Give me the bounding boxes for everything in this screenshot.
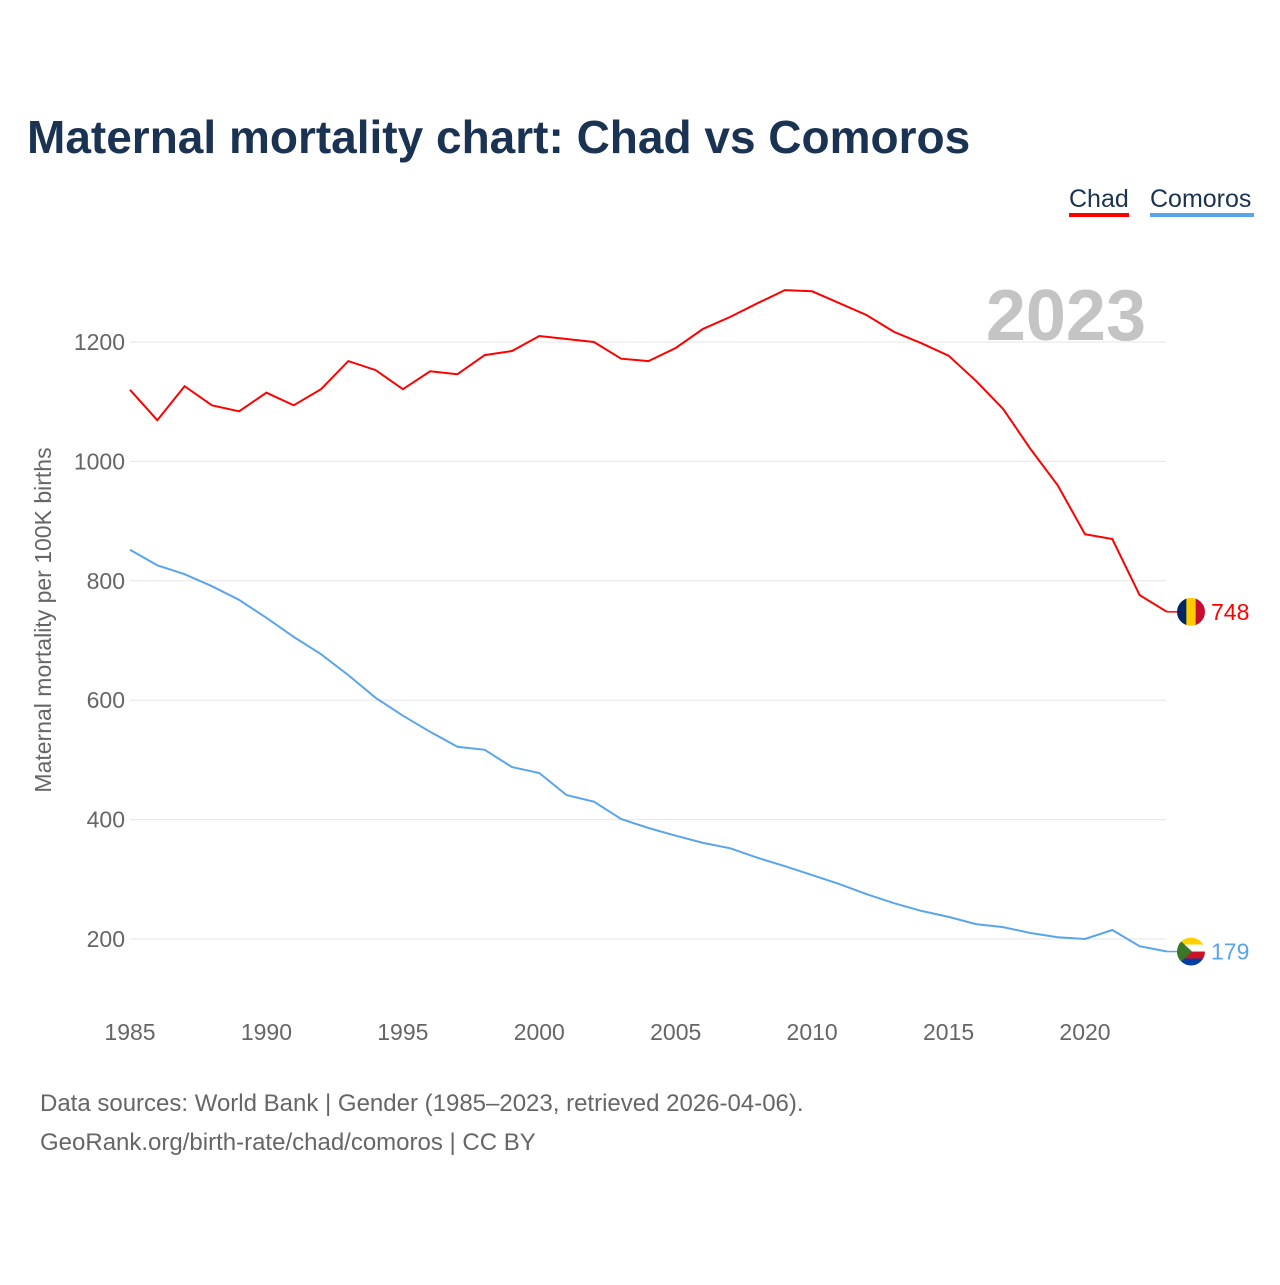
legend-swatch (1069, 213, 1129, 217)
x-tick-label: 1985 (104, 1019, 155, 1045)
legend: Chad Comoros (1069, 185, 1254, 217)
chad-flag-icon (1177, 597, 1205, 626)
year-watermark: 2023 (986, 276, 1146, 356)
series-lines (129, 289, 1168, 953)
x-tick-label: 2005 (650, 1019, 701, 1045)
comoros-flag-icon (1177, 937, 1205, 966)
x-tick-label: 2010 (787, 1019, 838, 1045)
x-tick-label: 1995 (377, 1019, 428, 1045)
legend-item-comoros[interactable]: Comoros (1150, 185, 1254, 217)
footer-attribution: GeoRank.org/birth-rate/chad/comoros | CC… (40, 1129, 536, 1156)
y-tick-label: 1200 (74, 329, 125, 355)
series-line-chad (129, 289, 1168, 613)
end-value-label: 748 (1211, 599, 1249, 625)
legend-label: Comoros (1150, 185, 1251, 213)
y-tick-label: 200 (87, 926, 125, 952)
chart-title: Maternal mortality chart: Chad vs Comoro… (27, 111, 970, 163)
y-tick-label: 800 (87, 568, 125, 594)
y-axis-label: Maternal mortality per 100K births (30, 447, 56, 792)
footer-sources: Data sources: World Bank | Gender (1985–… (40, 1090, 804, 1117)
end-labels: 748 179 (1166, 597, 1249, 966)
x-tick-label: 2015 (923, 1019, 974, 1045)
x-tick-label: 2020 (1059, 1019, 1110, 1045)
y-tick-label: 600 (87, 687, 125, 713)
grid (130, 341, 1166, 940)
legend-item-chad[interactable]: Chad (1069, 185, 1129, 217)
x-tick-label: 1990 (241, 1019, 292, 1045)
end-value-label: 179 (1211, 939, 1249, 965)
y-tick-label: 400 (87, 807, 125, 833)
legend-swatch (1150, 213, 1254, 217)
x-tick-label: 2000 (514, 1019, 565, 1045)
series-line-comoros (129, 548, 1168, 953)
y-axis: 200 400 600 800 1000 1200 (74, 329, 125, 952)
legend-label: Chad (1069, 185, 1129, 213)
y-tick-label: 1000 (74, 448, 125, 474)
x-axis: 1985 1990 1995 2000 2005 2010 2015 2020 (104, 1019, 1110, 1045)
